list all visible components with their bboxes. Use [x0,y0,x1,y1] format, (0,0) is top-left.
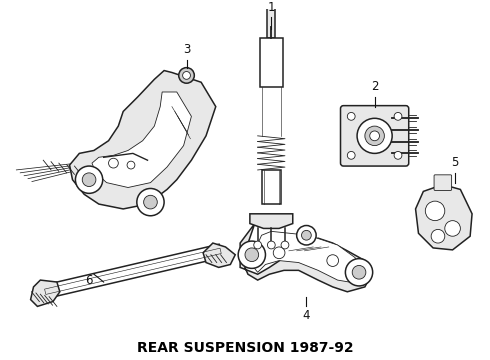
Circle shape [245,248,259,262]
FancyBboxPatch shape [268,4,275,39]
FancyBboxPatch shape [262,170,281,204]
Text: 4: 4 [303,309,310,322]
Circle shape [273,247,285,258]
Circle shape [268,241,275,249]
Circle shape [254,241,262,249]
Circle shape [394,112,402,120]
Circle shape [394,152,402,159]
Text: 1: 1 [268,1,275,14]
Polygon shape [240,224,372,292]
Circle shape [347,152,355,159]
Circle shape [179,68,195,83]
Circle shape [144,195,157,209]
Circle shape [301,230,311,240]
Circle shape [425,201,445,221]
Circle shape [137,189,164,216]
Circle shape [365,126,384,145]
Polygon shape [254,231,359,282]
Circle shape [82,173,96,186]
Circle shape [347,112,355,120]
Circle shape [327,255,339,266]
Circle shape [281,241,289,249]
Circle shape [445,221,461,236]
Circle shape [431,229,445,243]
Circle shape [345,258,373,286]
Circle shape [75,166,103,193]
Circle shape [238,241,266,269]
Circle shape [109,158,118,168]
Circle shape [296,225,316,245]
Polygon shape [30,280,60,306]
Polygon shape [70,71,216,209]
Circle shape [357,118,392,153]
Text: 5: 5 [451,156,458,169]
FancyBboxPatch shape [341,105,409,166]
Circle shape [127,161,135,169]
Text: REAR SUSPENSION 1987-92: REAR SUSPENSION 1987-92 [137,341,353,355]
Polygon shape [250,214,293,229]
Text: 2: 2 [371,80,378,93]
Polygon shape [416,185,472,250]
FancyBboxPatch shape [260,39,283,87]
Circle shape [183,72,191,79]
Text: 3: 3 [183,43,190,56]
Polygon shape [203,243,235,267]
Text: 6: 6 [85,274,93,287]
Circle shape [352,265,366,279]
Circle shape [370,131,379,141]
Polygon shape [92,92,192,188]
Polygon shape [44,244,222,298]
FancyBboxPatch shape [434,175,452,190]
